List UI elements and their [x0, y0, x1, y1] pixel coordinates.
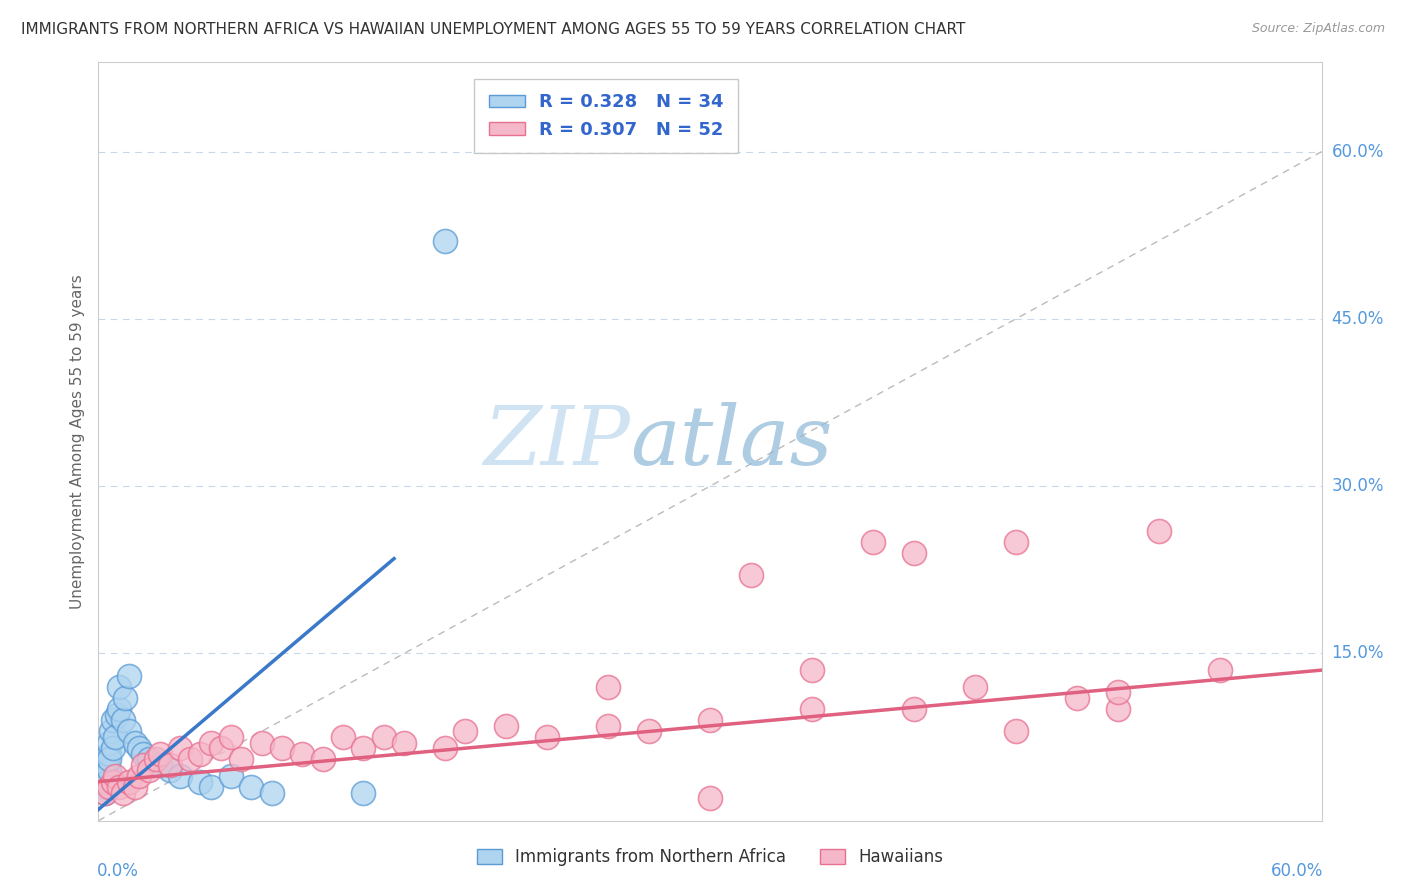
Point: [96, 758, 118, 772]
Point: [965, 680, 987, 694]
Point: [169, 741, 191, 756]
Text: 15.0%: 15.0%: [1331, 644, 1384, 663]
Point: [1107, 702, 1129, 716]
Point: [1147, 524, 1170, 538]
Point: [159, 758, 181, 772]
Point: [903, 702, 925, 716]
Point: [128, 741, 150, 756]
Text: IMMIGRANTS FROM NORTHERN AFRICA VS HAWAIIAN UNEMPLOYMENT AMONG AGES 55 TO 59 YEA: IMMIGRANTS FROM NORTHERN AFRICA VS HAWAI…: [21, 22, 966, 37]
Point: [138, 764, 160, 778]
Point: [1066, 690, 1088, 705]
Point: [179, 752, 201, 766]
Point: [332, 730, 354, 744]
Point: [434, 234, 457, 248]
Point: [97, 735, 120, 749]
Point: [132, 747, 155, 761]
Point: [536, 730, 558, 744]
Point: [352, 741, 374, 756]
Point: [219, 769, 242, 783]
Point: [1004, 535, 1026, 549]
Point: [250, 735, 273, 749]
Point: [495, 719, 517, 733]
Text: 0.0%: 0.0%: [97, 863, 139, 880]
Point: [97, 752, 120, 766]
Point: [108, 702, 131, 716]
Point: [104, 730, 127, 744]
Point: [1004, 724, 1026, 739]
Point: [145, 752, 167, 766]
Point: [801, 663, 824, 677]
Point: [96, 774, 118, 789]
Point: [699, 714, 721, 728]
Y-axis label: Unemployment Among Ages 55 to 59 years: Unemployment Among Ages 55 to 59 years: [69, 274, 84, 609]
Point: [108, 780, 131, 795]
Point: [352, 786, 374, 800]
Point: [105, 707, 128, 722]
Point: [97, 780, 120, 795]
Point: [132, 758, 155, 772]
Point: [598, 680, 620, 694]
Point: [1209, 663, 1232, 677]
Point: [97, 764, 120, 778]
Point: [124, 735, 146, 749]
Point: [101, 714, 124, 728]
Point: [1107, 685, 1129, 699]
Text: 60.0%: 60.0%: [1271, 863, 1323, 880]
Point: [138, 752, 160, 766]
Point: [108, 680, 131, 694]
Point: [373, 730, 395, 744]
Point: [801, 702, 824, 716]
Point: [111, 714, 134, 728]
Text: 30.0%: 30.0%: [1331, 477, 1384, 495]
Point: [118, 774, 141, 789]
Point: [124, 780, 146, 795]
Point: [740, 568, 762, 582]
Point: [219, 730, 242, 744]
Text: 45.0%: 45.0%: [1331, 310, 1384, 328]
Point: [100, 724, 122, 739]
Point: [118, 669, 141, 683]
Point: [111, 786, 134, 800]
Point: [101, 741, 124, 756]
Point: [128, 769, 150, 783]
Point: [149, 758, 172, 772]
Point: [454, 724, 477, 739]
Point: [862, 535, 884, 549]
Point: [188, 774, 212, 789]
Text: atlas: atlas: [630, 401, 832, 482]
Point: [260, 786, 283, 800]
Point: [114, 690, 136, 705]
Point: [159, 764, 181, 778]
Text: Source: ZipAtlas.com: Source: ZipAtlas.com: [1251, 22, 1385, 36]
Point: [101, 774, 124, 789]
Legend: Immigrants from Northern Africa, Hawaiians: Immigrants from Northern Africa, Hawaiia…: [471, 842, 949, 873]
Point: [188, 747, 212, 761]
Point: [270, 741, 294, 756]
Point: [240, 780, 263, 795]
Point: [149, 747, 172, 761]
Point: [392, 735, 416, 749]
Text: ZIP: ZIP: [484, 401, 630, 482]
Point: [93, 786, 115, 800]
Point: [637, 724, 661, 739]
Point: [598, 719, 620, 733]
Point: [209, 741, 232, 756]
Point: [96, 769, 118, 783]
Point: [903, 546, 925, 560]
Point: [169, 769, 191, 783]
Point: [200, 735, 222, 749]
Point: [200, 780, 222, 795]
Point: [93, 780, 115, 795]
Point: [434, 741, 457, 756]
Point: [231, 752, 253, 766]
Point: [93, 786, 115, 800]
Point: [291, 747, 314, 761]
Point: [104, 769, 127, 783]
Point: [97, 747, 120, 761]
Point: [312, 752, 335, 766]
Text: 60.0%: 60.0%: [1331, 143, 1384, 161]
Point: [118, 724, 141, 739]
Point: [699, 791, 721, 805]
